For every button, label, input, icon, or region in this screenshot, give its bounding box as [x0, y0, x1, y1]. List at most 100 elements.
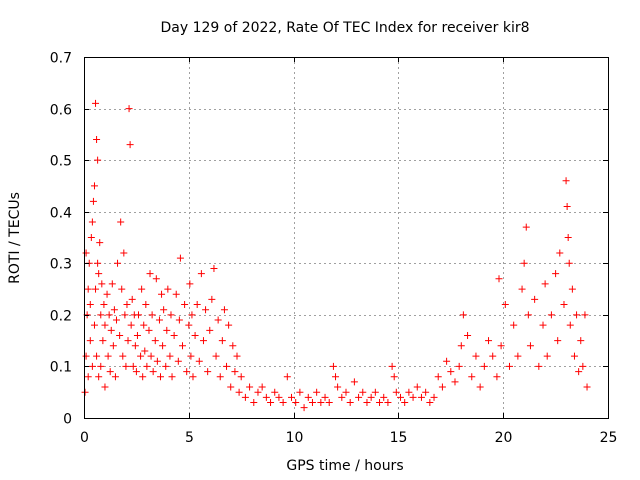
data-point [98, 280, 106, 288]
data-point [355, 393, 363, 401]
data-point [566, 321, 574, 329]
data-point [451, 378, 459, 386]
x-tick-label: 25 [600, 430, 618, 446]
data-point [127, 321, 135, 329]
y-tick-label: 0.6 [50, 103, 72, 119]
data-point [187, 352, 195, 360]
axis-ticks [84, 57, 609, 419]
data-point [132, 368, 140, 376]
data-point [334, 383, 342, 391]
data-point [510, 321, 518, 329]
data-point [206, 326, 214, 334]
data-point [186, 280, 194, 288]
data-point [197, 270, 205, 278]
data-point [275, 393, 283, 401]
grid-lines [84, 57, 608, 418]
data-point [581, 311, 589, 319]
data-point [485, 337, 493, 345]
data-point [497, 342, 505, 350]
data-point [88, 362, 96, 370]
data-point [108, 280, 116, 288]
data-point [179, 342, 187, 350]
data-point [317, 399, 325, 407]
data-point [539, 321, 547, 329]
data-point [208, 295, 216, 303]
y-tick-label: 0.1 [50, 360, 72, 376]
data-point [141, 347, 149, 355]
data-point [235, 388, 243, 396]
data-point [388, 362, 396, 370]
data-point [531, 295, 539, 303]
x-tick-label: 5 [185, 430, 194, 446]
data-point [480, 362, 488, 370]
data-points [81, 99, 591, 412]
data-point [172, 290, 180, 298]
data-point [476, 383, 484, 391]
data-point [565, 259, 573, 267]
data-point [123, 301, 131, 309]
data-point [176, 254, 184, 262]
data-point [518, 285, 526, 293]
data-point [199, 337, 207, 345]
data-point [160, 306, 168, 314]
data-point [94, 259, 102, 267]
data-point [325, 399, 333, 407]
data-point [159, 342, 167, 350]
data-point [162, 362, 170, 370]
data-point [112, 316, 120, 324]
data-point [145, 326, 153, 334]
data-point [283, 373, 291, 381]
data-point [413, 383, 421, 391]
x-tick-label: 0 [80, 430, 89, 446]
data-point [101, 383, 109, 391]
data-point [140, 321, 148, 329]
y-axis-title: ROTI / TECUs [7, 192, 23, 284]
data-point [188, 311, 196, 319]
data-point [189, 373, 197, 381]
data-point [148, 311, 156, 319]
data-point [81, 388, 89, 396]
data-point [535, 362, 543, 370]
data-point [93, 136, 101, 144]
data-point [95, 373, 103, 381]
data-point [117, 218, 125, 226]
data-point [376, 399, 384, 407]
data-point [191, 331, 199, 339]
data-point [246, 383, 254, 391]
data-point [573, 311, 581, 319]
data-point [541, 280, 549, 288]
data-point [109, 342, 117, 350]
data-point [568, 285, 576, 293]
data-point [514, 352, 522, 360]
data-point [401, 399, 409, 407]
data-point [119, 352, 127, 360]
data-point [100, 301, 108, 309]
data-point [321, 393, 329, 401]
data-point [434, 373, 442, 381]
data-point [82, 352, 90, 360]
data-point [543, 352, 551, 360]
data-point [124, 337, 132, 345]
data-point [279, 399, 287, 407]
data-point [118, 285, 126, 293]
data-point [468, 373, 476, 381]
data-point [367, 393, 375, 401]
data-point [455, 362, 463, 370]
data-point [359, 388, 367, 396]
data-point [193, 301, 201, 309]
data-point [129, 362, 137, 370]
data-point [313, 388, 321, 396]
data-point [304, 393, 312, 401]
data-point [227, 383, 235, 391]
data-point [552, 270, 560, 278]
data-point [92, 285, 100, 293]
chart-title: Day 129 of 2022, Rate Of TEC Index for r… [160, 20, 529, 36]
x-tick-label: 20 [495, 430, 513, 446]
data-point [338, 393, 346, 401]
data-point [520, 259, 528, 267]
data-point [120, 249, 128, 257]
data-point [332, 373, 340, 381]
data-point [288, 393, 296, 401]
data-point [139, 373, 147, 381]
